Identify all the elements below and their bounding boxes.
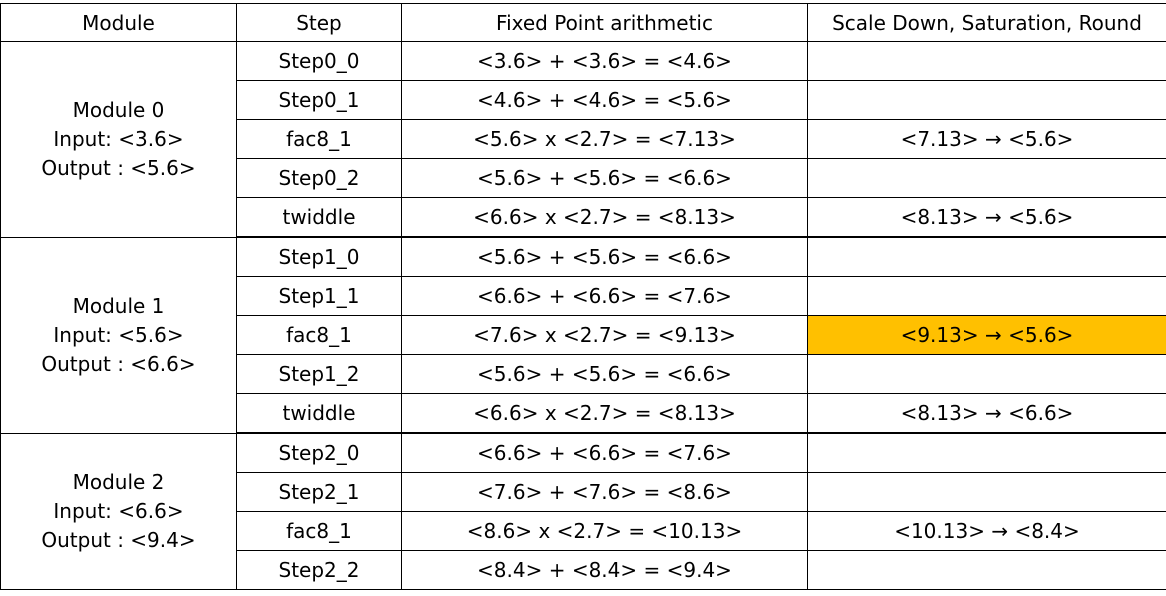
table-row: fac8_1 <5.6> x <2.7> = <7.13> <7.13> → <… [1,119,1166,159]
arith-cell: <5.6> + <5.6> = <6.6> [401,354,808,394]
header-fixed-point: Fixed Point arithmetic [401,3,808,42]
scale-cell [807,80,1166,120]
step-cell: fac8_1 [236,315,402,355]
step-cell: twiddle [236,393,402,434]
header-module: Module [0,3,237,42]
scale-cell: <10.13> → <8.4> [807,511,1166,551]
header-step: Step [236,3,402,42]
module-1-cell: Module 1 Input: <5.6> Output : <6.6> [0,236,237,434]
header-scale: Scale Down, Saturation, Round [807,3,1166,42]
step-cell: Step0_2 [236,158,402,198]
table-row: Step0_2 <5.6> + <5.6> = <6.6> [1,158,1166,198]
module-output: Output : <5.6> [41,155,196,180]
step-cell: Step1_0 [236,236,402,277]
table-row: Step1_2 <5.6> + <5.6> = <6.6> [1,354,1166,394]
step-cell: Step2_2 [236,550,402,590]
module-output: Output : <9.4> [41,527,196,552]
table-row: Module 0 Input: <3.6> Output : <5.6> Ste… [0,41,1166,238]
table-row: Step0_1 <4.6> + <4.6> = <5.6> [1,80,1166,120]
module-input: Input: <3.6> [53,126,184,151]
module-input: Input: <5.6> [53,322,184,347]
step-cell: Step2_1 [236,472,402,512]
module-2-cell: Module 2 Input: <6.6> Output : <9.4> [0,432,237,590]
scale-cell [807,550,1166,590]
scale-cell-highlighted: <9.13> → <5.6> [807,315,1166,355]
arith-cell: <5.6> + <5.6> = <6.6> [401,236,808,277]
scale-cell [807,432,1166,473]
module-output: Output : <6.6> [41,351,196,376]
header-row: Module Step Fixed Point arithmetic Scale… [0,3,1166,42]
table-row: Step2_1 <7.6> + <7.6> = <8.6> [1,472,1166,512]
module-0-cell: Module 0 Input: <3.6> Output : <5.6> [0,41,237,238]
step-cell: Step1_1 [236,276,402,316]
table-row: twiddle <6.6> x <2.7> = <8.13> <8.13> → … [1,197,1166,238]
fixed-point-table: Module Step Fixed Point arithmetic Scale… [0,3,1166,590]
scale-cell [807,236,1166,277]
step-cell: fac8_1 [236,119,402,159]
scale-cell: <8.13> → <5.6> [807,197,1166,238]
arith-cell: <8.4> + <8.4> = <9.4> [401,550,808,590]
arith-cell: <7.6> x <2.7> = <9.13> [401,315,808,355]
arith-cell: <7.6> + <7.6> = <8.6> [401,472,808,512]
table-row: twiddle <6.6> x <2.7> = <8.13> <8.13> → … [1,393,1166,434]
scale-cell [807,354,1166,394]
arith-cell: <8.6> x <2.7> = <10.13> [401,511,808,551]
step-cell: Step2_0 [236,432,402,473]
arith-cell: <5.6> x <2.7> = <7.13> [401,119,808,159]
step-cell: Step1_2 [236,354,402,394]
module-input: Input: <6.6> [53,498,184,523]
table-row: Module 2 Input: <6.6> Output : <9.4> Ste… [0,432,1166,590]
arith-cell: <6.6> x <2.7> = <8.13> [401,393,808,434]
module-name: Module 0 [72,97,165,122]
arith-cell: <4.6> + <4.6> = <5.6> [401,80,808,120]
scale-cell [807,41,1166,81]
scale-cell: <8.13> → <6.6> [807,393,1166,434]
arith-cell: <6.6> + <6.6> = <7.6> [401,276,808,316]
table-row: Step2_2 <8.4> + <8.4> = <9.4> [1,550,1166,590]
step-cell: Step0_1 [236,80,402,120]
step-cell: Step0_0 [236,41,402,81]
arith-cell: <6.6> x <2.7> = <8.13> [401,197,808,238]
table-row: fac8_1 <8.6> x <2.7> = <10.13> <10.13> →… [1,511,1166,551]
table-row: Step1_1 <6.6> + <6.6> = <7.6> [1,276,1166,316]
module-name: Module 1 [72,293,165,318]
module-name: Module 2 [72,469,165,494]
scale-cell [807,472,1166,512]
arith-cell: <6.6> + <6.6> = <7.6> [401,432,808,473]
scale-cell [807,276,1166,316]
arith-cell: <3.6> + <3.6> = <4.6> [401,41,808,81]
table-row: Module 1 Input: <5.6> Output : <6.6> Ste… [0,236,1166,434]
arith-cell: <5.6> + <5.6> = <6.6> [401,158,808,198]
step-cell: twiddle [236,197,402,238]
scale-cell [807,158,1166,198]
step-cell: fac8_1 [236,511,402,551]
scale-cell: <7.13> → <5.6> [807,119,1166,159]
